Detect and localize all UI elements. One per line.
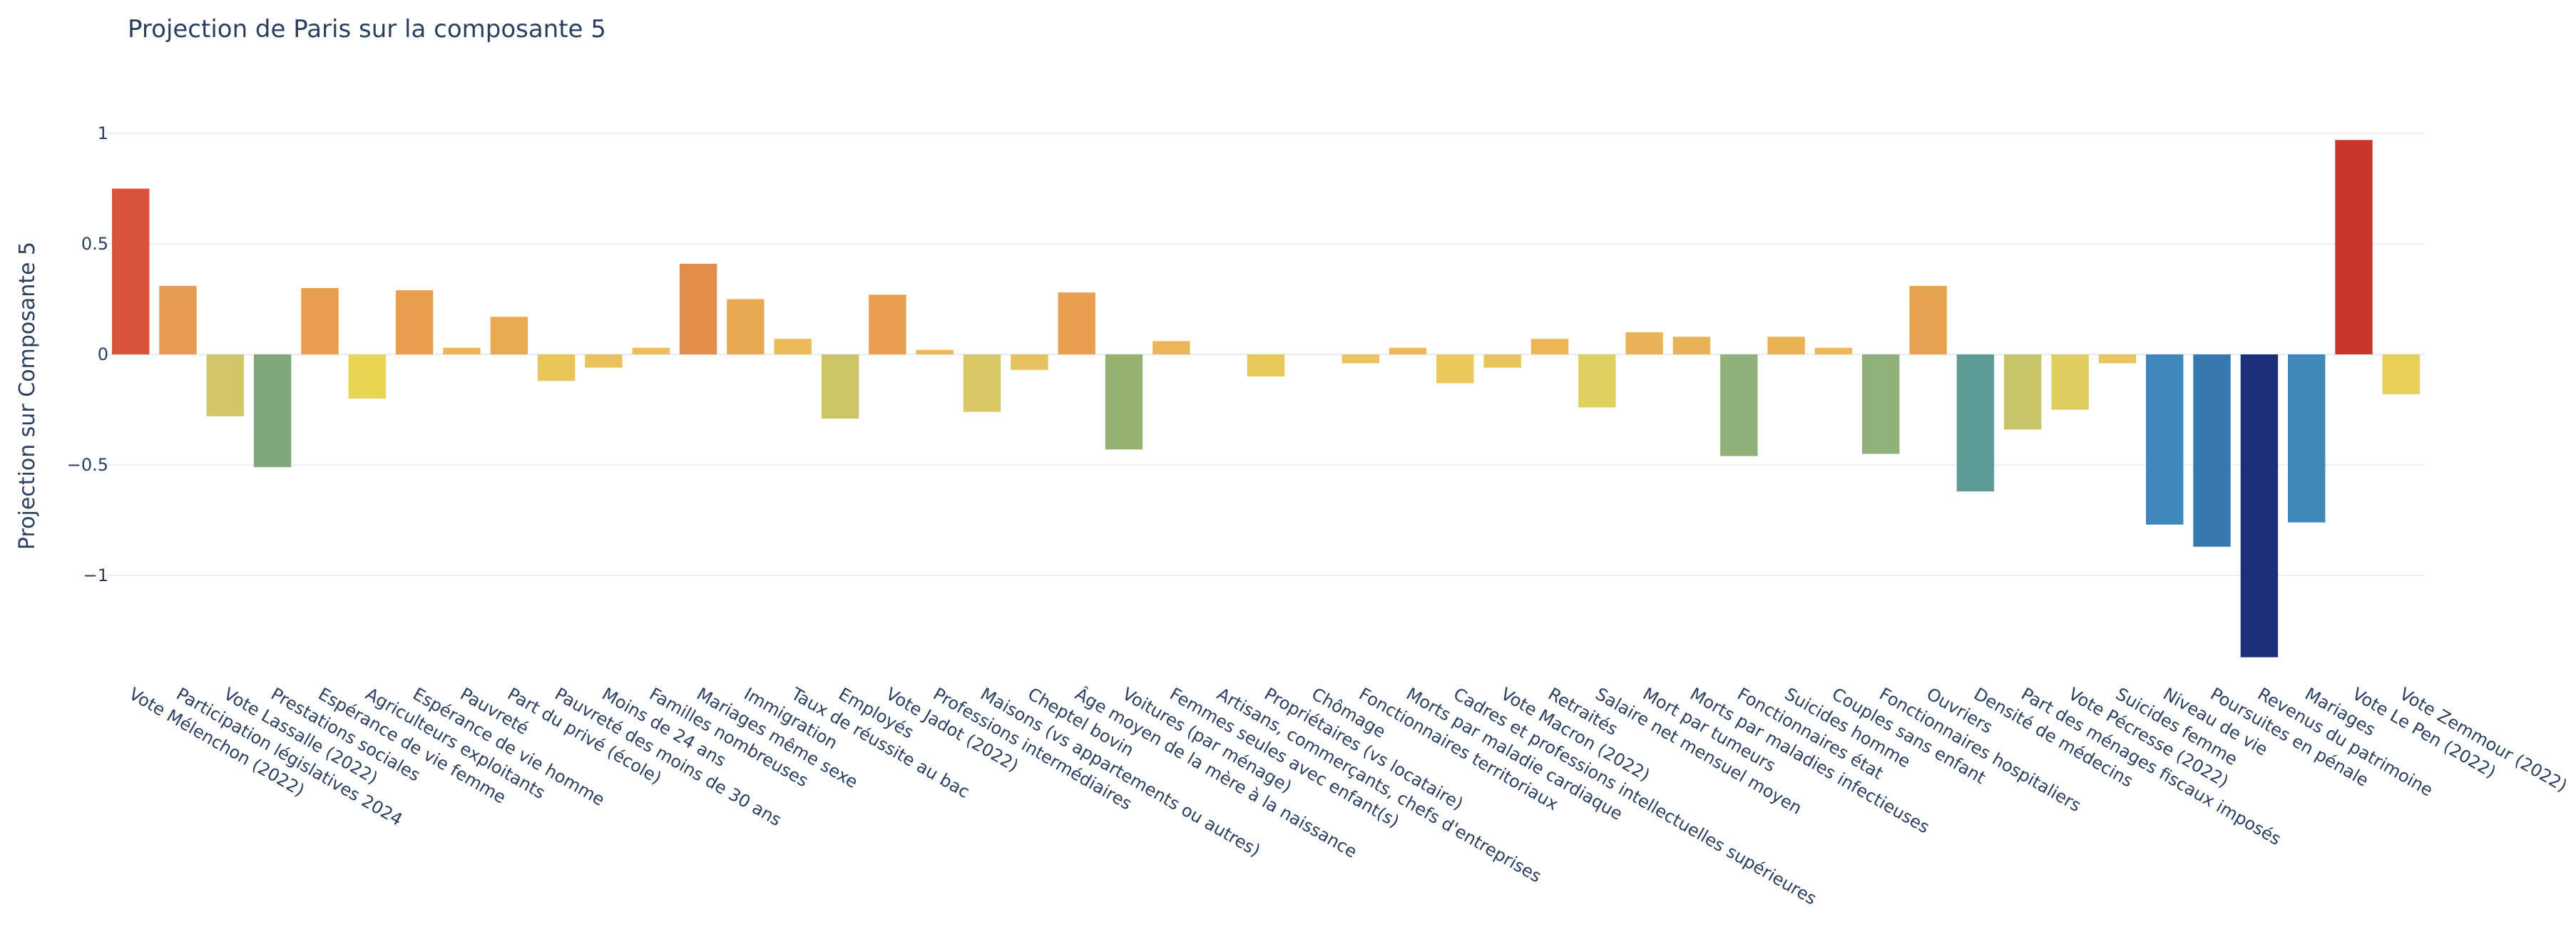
bar[interactable] bbox=[821, 354, 859, 419]
bar[interactable] bbox=[1247, 354, 1285, 377]
bars bbox=[112, 140, 2420, 657]
bar[interactable] bbox=[1011, 354, 1048, 370]
bar[interactable] bbox=[490, 317, 528, 354]
bar[interactable] bbox=[585, 354, 623, 368]
bar[interactable] bbox=[112, 188, 150, 355]
bar[interactable] bbox=[1530, 339, 1569, 354]
bar[interactable] bbox=[1672, 337, 1711, 354]
y-axis: 1 0.5 0 −0.5 −1 bbox=[67, 123, 108, 585]
y-axis-title: Projection sur Composante 5 bbox=[15, 242, 40, 550]
bar[interactable] bbox=[1105, 354, 1143, 450]
bar[interactable] bbox=[2382, 354, 2420, 394]
bar[interactable] bbox=[253, 354, 292, 468]
bar[interactable] bbox=[1578, 354, 1616, 408]
bar[interactable] bbox=[206, 354, 244, 416]
x-axis: Vote Mélenchon (2022)Participation légis… bbox=[126, 683, 2570, 908]
bar[interactable] bbox=[1909, 285, 1947, 354]
bar[interactable] bbox=[301, 288, 339, 354]
bar[interactable] bbox=[2193, 354, 2231, 547]
y-tick-label: −0.5 bbox=[67, 455, 108, 475]
bar[interactable] bbox=[159, 285, 197, 354]
bar[interactable] bbox=[1152, 341, 1190, 354]
bar[interactable] bbox=[348, 354, 386, 399]
bar[interactable] bbox=[679, 263, 717, 354]
y-tick-label: 1 bbox=[98, 123, 108, 143]
bar[interactable] bbox=[916, 349, 954, 354]
bar[interactable] bbox=[443, 347, 481, 354]
bar[interactable] bbox=[2146, 354, 2184, 525]
bar[interactable] bbox=[2098, 354, 2137, 364]
bar[interactable] bbox=[395, 290, 434, 354]
chart-title: Projection de Paris sur la composante 5 bbox=[128, 15, 606, 43]
bar[interactable] bbox=[1767, 337, 1805, 354]
bar[interactable] bbox=[1389, 347, 1427, 354]
bar[interactable] bbox=[2335, 140, 2373, 355]
bar[interactable] bbox=[1625, 332, 1663, 354]
bar[interactable] bbox=[2288, 354, 2326, 523]
bar[interactable] bbox=[632, 347, 670, 354]
bar[interactable] bbox=[1862, 354, 1900, 454]
bar[interactable] bbox=[2004, 354, 2042, 430]
bar[interactable] bbox=[963, 354, 1001, 412]
bar[interactable] bbox=[869, 295, 906, 354]
y-tick-label: 0.5 bbox=[81, 234, 108, 254]
bar[interactable] bbox=[1058, 292, 1095, 354]
bar[interactable] bbox=[1720, 354, 1758, 456]
bar[interactable] bbox=[774, 339, 812, 354]
bar[interactable] bbox=[1483, 354, 1521, 368]
y-tick-label: 0 bbox=[98, 344, 108, 364]
bar[interactable] bbox=[537, 354, 576, 381]
bar[interactable] bbox=[1956, 354, 1995, 492]
y-tick-label: −1 bbox=[83, 565, 108, 585]
bar[interactable] bbox=[1814, 347, 1853, 354]
bar[interactable] bbox=[2240, 354, 2279, 657]
bar[interactable] bbox=[1341, 354, 1379, 364]
bar[interactable] bbox=[2051, 354, 2089, 410]
bar[interactable] bbox=[1436, 354, 1474, 384]
bar[interactable] bbox=[727, 299, 765, 355]
